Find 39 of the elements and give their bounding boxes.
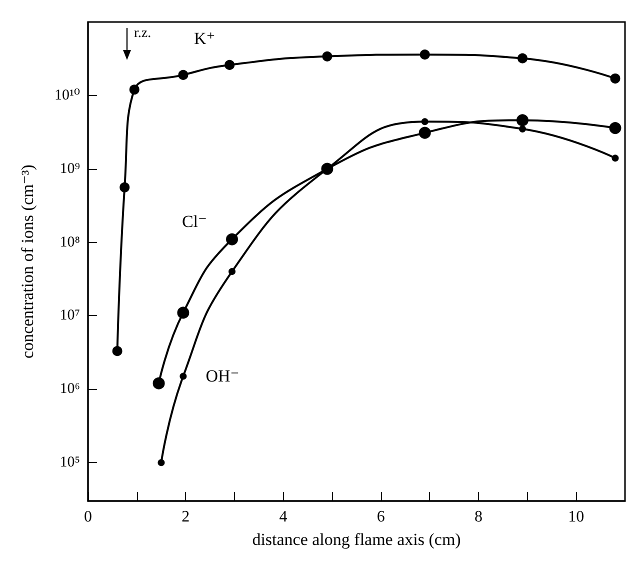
point <box>609 122 622 134</box>
point <box>517 53 528 64</box>
point <box>152 377 165 390</box>
point <box>610 74 620 84</box>
x-axis-title: distance along flame axis (cm) <box>252 530 461 549</box>
x-tick-label: 8 <box>474 508 483 526</box>
point <box>112 346 122 356</box>
series-label: Cl⁻ <box>182 212 208 231</box>
point <box>129 84 140 95</box>
x-tick-label: 2 <box>182 508 190 526</box>
series-label: K⁺ <box>194 28 216 48</box>
point <box>516 114 528 126</box>
point <box>228 268 236 276</box>
point <box>421 118 428 126</box>
point <box>612 154 619 162</box>
annotation: r.z. <box>134 26 152 42</box>
point <box>120 182 130 192</box>
y-tick-label: 10¹⁰ <box>54 87 80 104</box>
point <box>224 60 235 70</box>
series-label: OH⁻ <box>206 366 240 386</box>
point <box>180 372 187 380</box>
point <box>178 70 188 80</box>
point <box>322 51 332 62</box>
y-axis-title: concentration of ions (cm⁻³) <box>18 164 37 358</box>
y-tick-label: 10⁵ <box>60 454 80 471</box>
point <box>418 126 431 139</box>
y-tick-label: 10⁸ <box>60 234 80 250</box>
x-tick-label: 4 <box>279 508 288 526</box>
y-tick-label: 10⁷ <box>60 308 80 324</box>
x-tick-label: 0 <box>84 508 92 526</box>
y-tick-label: 10⁶ <box>60 381 80 398</box>
point <box>158 459 165 466</box>
point <box>226 233 238 246</box>
point <box>420 50 430 60</box>
point <box>177 306 190 319</box>
point <box>518 125 526 132</box>
y-tick-label: 10⁹ <box>60 160 80 177</box>
x-tick-label: 10 <box>568 508 584 526</box>
x-tick-label: 6 <box>376 508 385 526</box>
